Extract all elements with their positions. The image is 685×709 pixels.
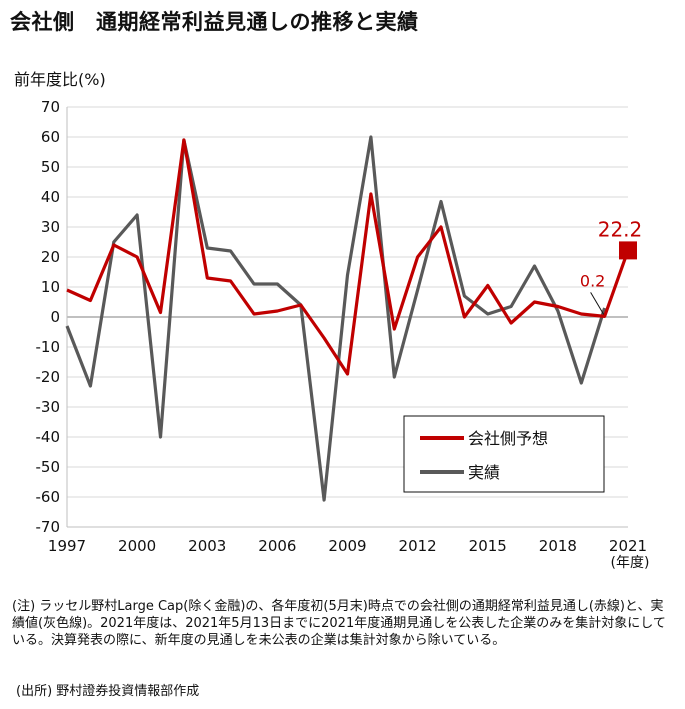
y-tick-label: 0: [50, 308, 60, 326]
forecast-series-line: [66, 138, 630, 376]
legend-label: 実績: [468, 463, 500, 482]
y-tick-labels: 70 60 50 40 30 20 10 0 -10 -20 -30 -40 -50 -60 -70: [36, 98, 61, 536]
legend-label: 会社側予想: [468, 429, 548, 448]
annotations: 22.2 0.2: [580, 217, 643, 315]
y-tick-label: -20: [36, 368, 61, 386]
x-tick-label: 2003: [188, 537, 226, 555]
x-axis-label: (年度): [611, 555, 650, 571]
y-tick-label: 60: [41, 128, 60, 146]
y-tick-label: 40: [41, 188, 60, 206]
annotation-2021-label: 22.2: [598, 217, 643, 241]
x-tick-label: 2000: [118, 537, 156, 555]
y-axis-label: 前年度比(%): [14, 70, 106, 89]
y-tick-label: 50: [41, 158, 60, 176]
x-tick-label: 2009: [328, 537, 366, 555]
x-tick-label: 2021: [609, 537, 647, 555]
line-chart: 70 60 50 40 30 20 10 0 -10 -20 -30 -40 -50 -60 -70 199…: [36, 98, 650, 571]
y-tick-label: 10: [41, 278, 60, 296]
x-tick-label: 1997: [48, 537, 86, 555]
y-tick-label: 70: [41, 98, 60, 116]
x-tick-labels: 1997 2000 2003 2006 2009 2012 2015 2018 2021(年度): [48, 537, 650, 571]
source-note: (出所) 野村證券投資情報部作成: [16, 684, 200, 699]
x-tick-label: 2015: [469, 537, 507, 555]
gridlines: [66, 106, 628, 528]
series-lines: [65, 135, 630, 502]
annotation-leader-line: [590, 292, 605, 315]
actual-series-line: [65, 135, 607, 502]
chart-title: 会社側 通期経常利益見通しの推移と実績: [10, 10, 419, 34]
y-tick-label: -70: [36, 518, 61, 536]
forecast-end-marker: [619, 241, 637, 260]
footnote: (注) ラッセル野村Large Cap(除く金融)の、各年度初(5月末)時点での…: [12, 599, 666, 648]
y-tick-label: -10: [36, 338, 61, 356]
y-tick-label: -60: [36, 488, 61, 506]
annotation-2020-label: 0.2: [580, 271, 605, 290]
y-tick-label: -30: [36, 398, 61, 416]
x-tick-label: 2018: [539, 537, 577, 555]
legend-box: [403, 415, 605, 493]
x-tick-label: 2006: [258, 537, 296, 555]
y-tick-label: -50: [36, 458, 61, 476]
y-tick-label: 30: [41, 218, 60, 236]
x-tick-label: 2012: [399, 537, 437, 555]
y-tick-label: 20: [41, 248, 60, 266]
y-tick-label: -40: [36, 428, 61, 446]
